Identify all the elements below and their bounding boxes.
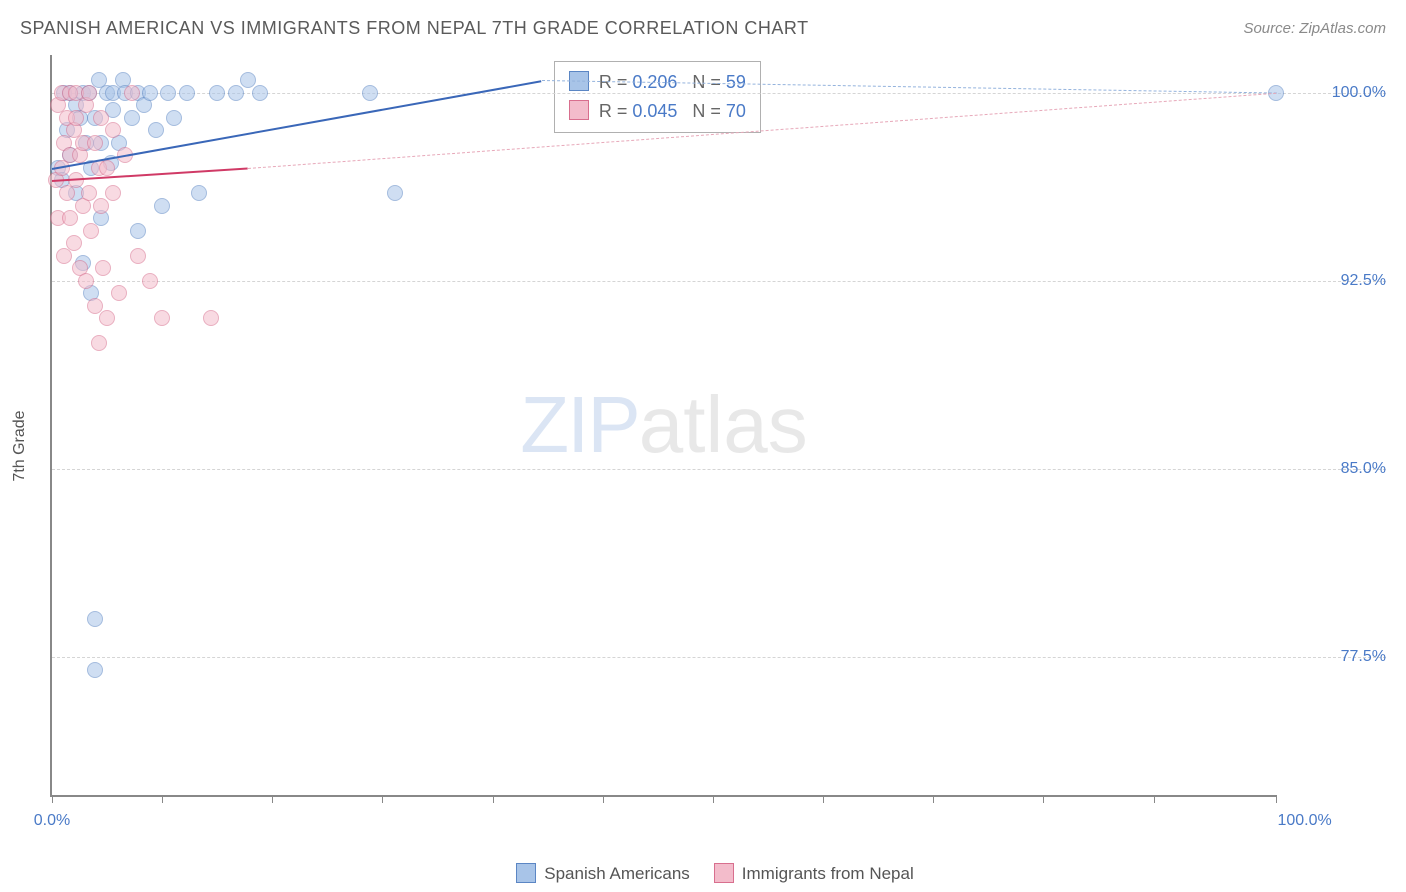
x-tick [1276,795,1277,803]
data-point [142,273,158,289]
r-label: R = [599,101,633,121]
data-point [124,85,140,101]
data-point [105,185,121,201]
data-point [362,85,378,101]
x-tick [1154,795,1155,803]
data-point [209,85,225,101]
x-tick [162,795,163,803]
data-point [154,198,170,214]
data-point [66,235,82,251]
data-point [87,298,103,314]
data-point [228,85,244,101]
x-tick [603,795,604,803]
data-point [240,72,256,88]
data-point [78,273,94,289]
data-point [130,248,146,264]
n-value: 59 [726,72,746,92]
data-point [91,335,107,351]
n-label: N = [677,101,726,121]
x-tick [823,795,824,803]
y-tick-label: 100.0% [1286,84,1386,102]
x-tick-label: 0.0% [34,812,70,830]
watermark-part2: atlas [639,380,808,469]
data-point [83,223,99,239]
data-point [111,285,127,301]
data-point [252,85,268,101]
watermark: ZIPatlas [520,379,807,471]
data-point [130,223,146,239]
data-point [81,185,97,201]
data-point [154,310,170,326]
plot-area: ZIPatlas R = 0.206 N = 59R = 0.045 N = 7… [50,55,1276,797]
data-point [87,611,103,627]
stats-legend-box: R = 0.206 N = 59R = 0.045 N = 70 [554,61,761,133]
x-tick-label: 100.0% [1277,812,1331,830]
y-tick-label: 77.5% [1286,648,1386,666]
legend-swatch [569,100,589,120]
x-tick [933,795,934,803]
data-point [124,110,140,126]
watermark-part1: ZIP [520,380,638,469]
legend-item: Spanish Americans [492,864,690,883]
stats-row: R = 0.045 N = 70 [569,97,746,126]
data-point [203,310,219,326]
legend-item: Immigrants from Nepal [690,864,914,883]
data-point [62,210,78,226]
data-point [81,85,97,101]
legend-label: Immigrants from Nepal [742,864,914,883]
x-tick [713,795,714,803]
gridline-h [52,281,1386,282]
data-point [99,310,115,326]
data-point [99,160,115,176]
legend-swatch [516,863,536,883]
data-point [142,85,158,101]
data-point [93,110,109,126]
data-point [87,135,103,151]
data-point [387,185,403,201]
data-point [166,110,182,126]
y-tick-label: 92.5% [1286,272,1386,290]
gridline-h [52,469,1386,470]
data-point [179,85,195,101]
y-tick-label: 85.0% [1286,460,1386,478]
x-tick [493,795,494,803]
chart-container: 7th Grade ZIPatlas R = 0.206 N = 59R = 0… [50,55,1386,837]
data-point [160,85,176,101]
data-point [191,185,207,201]
data-point [93,198,109,214]
legend-swatch [714,863,734,883]
chart-source: Source: ZipAtlas.com [1243,20,1386,37]
y-axis-label: 7th Grade [11,410,29,481]
chart-title: SPANISH AMERICAN VS IMMIGRANTS FROM NEPA… [20,18,809,39]
bottom-legend: Spanish Americans Immigrants from Nepal [0,863,1406,884]
legend-label: Spanish Americans [544,864,690,883]
data-point [87,662,103,678]
x-tick [1043,795,1044,803]
data-point [148,122,164,138]
gridline-h [52,657,1386,658]
r-value: 0.045 [632,101,677,121]
x-tick [272,795,273,803]
x-tick [382,795,383,803]
data-point [105,122,121,138]
x-tick [52,795,53,803]
chart-header: SPANISH AMERICAN VS IMMIGRANTS FROM NEPA… [0,0,1406,49]
data-point [95,260,111,276]
n-value: 70 [726,101,746,121]
